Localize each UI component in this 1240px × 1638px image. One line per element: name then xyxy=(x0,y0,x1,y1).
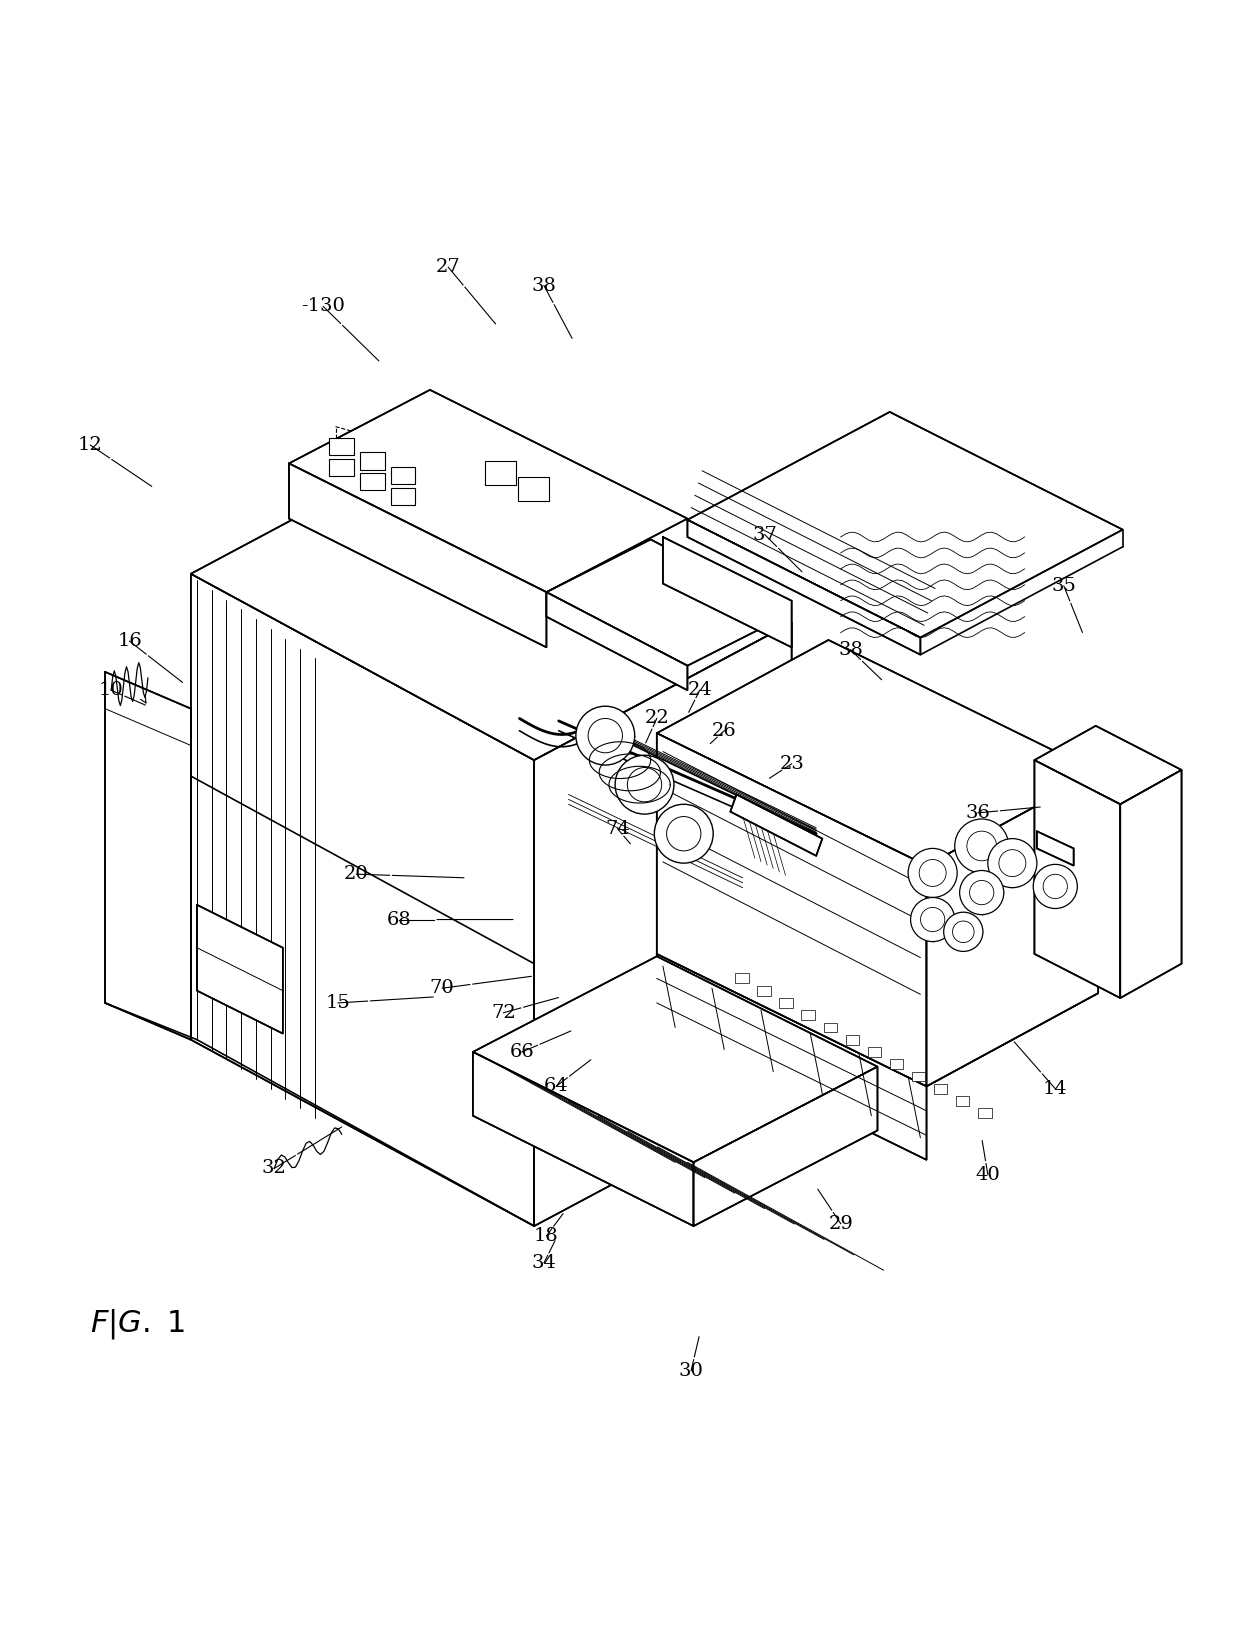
Polygon shape xyxy=(657,860,1099,1086)
Circle shape xyxy=(615,755,675,814)
Bar xyxy=(735,973,749,983)
Text: 32: 32 xyxy=(262,1160,286,1178)
Bar xyxy=(330,437,353,455)
Polygon shape xyxy=(657,953,926,1160)
Text: 29: 29 xyxy=(828,1215,853,1233)
Text: 37: 37 xyxy=(753,526,777,544)
Text: 36: 36 xyxy=(966,804,991,822)
Circle shape xyxy=(908,848,957,898)
Text: 64: 64 xyxy=(544,1078,569,1096)
Text: 38: 38 xyxy=(532,277,557,295)
Text: 30: 30 xyxy=(678,1361,703,1379)
Polygon shape xyxy=(197,904,283,1034)
Bar xyxy=(780,998,792,1007)
Text: 72: 72 xyxy=(491,1004,516,1022)
Polygon shape xyxy=(472,957,878,1163)
Polygon shape xyxy=(547,539,791,665)
Polygon shape xyxy=(657,640,1099,865)
Polygon shape xyxy=(472,1052,693,1227)
Text: 35: 35 xyxy=(1052,577,1076,595)
Bar xyxy=(823,1022,837,1032)
Text: 14: 14 xyxy=(1043,1079,1068,1097)
Polygon shape xyxy=(687,519,920,655)
Circle shape xyxy=(944,912,983,952)
Bar xyxy=(360,473,384,490)
Text: 34: 34 xyxy=(532,1253,557,1271)
Bar xyxy=(978,1109,992,1119)
Text: 68: 68 xyxy=(387,911,412,929)
Bar xyxy=(956,1096,970,1106)
Polygon shape xyxy=(191,573,534,1227)
Polygon shape xyxy=(926,773,1099,1086)
Polygon shape xyxy=(547,593,687,690)
Text: 74: 74 xyxy=(605,819,630,837)
Text: 18: 18 xyxy=(534,1227,559,1245)
Polygon shape xyxy=(289,390,687,593)
Polygon shape xyxy=(657,734,926,1086)
Text: 40: 40 xyxy=(976,1166,1001,1184)
Bar xyxy=(518,477,549,501)
Polygon shape xyxy=(730,794,822,855)
Polygon shape xyxy=(1034,760,1120,998)
Text: 15: 15 xyxy=(326,994,351,1012)
Polygon shape xyxy=(1037,830,1074,865)
Text: -130: -130 xyxy=(301,298,345,316)
Polygon shape xyxy=(105,672,191,1040)
Circle shape xyxy=(627,768,662,803)
Circle shape xyxy=(952,921,975,942)
Circle shape xyxy=(910,898,955,942)
Polygon shape xyxy=(687,411,1122,637)
Bar xyxy=(391,467,415,485)
Circle shape xyxy=(988,839,1037,888)
Text: 12: 12 xyxy=(78,436,103,454)
Circle shape xyxy=(1033,865,1078,909)
Bar xyxy=(868,1047,882,1057)
Circle shape xyxy=(919,860,946,886)
Text: 20: 20 xyxy=(343,865,368,883)
Bar xyxy=(330,459,353,475)
Circle shape xyxy=(667,817,701,850)
Bar xyxy=(360,452,384,470)
Bar xyxy=(890,1060,903,1070)
Bar xyxy=(934,1084,947,1094)
Circle shape xyxy=(575,706,635,765)
Bar xyxy=(758,986,771,996)
Text: 26: 26 xyxy=(712,722,737,740)
Circle shape xyxy=(967,830,997,862)
Polygon shape xyxy=(663,537,791,647)
Circle shape xyxy=(970,881,993,904)
Circle shape xyxy=(955,819,1008,873)
Circle shape xyxy=(1043,875,1068,899)
Text: 10: 10 xyxy=(99,681,124,699)
Polygon shape xyxy=(534,622,791,1227)
Text: 22: 22 xyxy=(645,709,670,727)
Polygon shape xyxy=(191,436,791,760)
Text: $F|G.\ 1$: $F|G.\ 1$ xyxy=(91,1307,186,1342)
Circle shape xyxy=(999,850,1025,876)
Polygon shape xyxy=(289,464,547,647)
Circle shape xyxy=(588,719,622,753)
Polygon shape xyxy=(1120,770,1182,998)
Text: 70: 70 xyxy=(430,980,455,998)
Text: 66: 66 xyxy=(510,1043,534,1061)
Text: 38: 38 xyxy=(838,640,863,658)
Text: 16: 16 xyxy=(118,632,141,650)
Bar xyxy=(911,1071,925,1081)
Text: 23: 23 xyxy=(779,755,804,773)
Circle shape xyxy=(960,870,1003,914)
Bar xyxy=(846,1035,859,1045)
Polygon shape xyxy=(1034,726,1182,804)
Bar xyxy=(801,1011,815,1020)
Circle shape xyxy=(920,907,945,932)
Text: 24: 24 xyxy=(687,681,712,699)
Polygon shape xyxy=(693,1066,878,1227)
Bar xyxy=(485,460,516,485)
Bar xyxy=(391,488,415,505)
Circle shape xyxy=(655,804,713,863)
Text: 27: 27 xyxy=(436,259,461,277)
